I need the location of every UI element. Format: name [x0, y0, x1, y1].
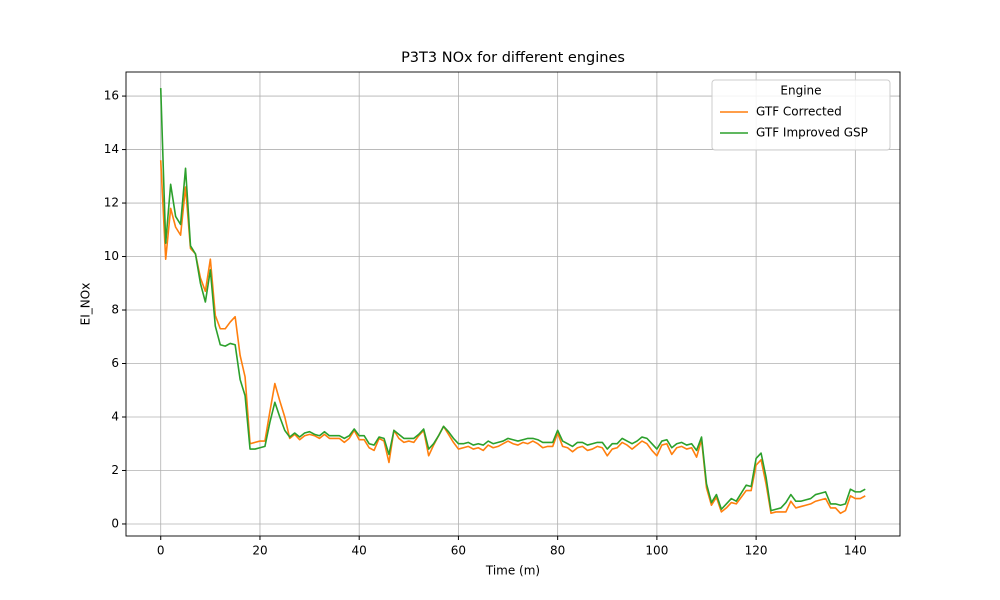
y-tick-label: 12 — [104, 196, 119, 210]
y-tick-label: 6 — [111, 356, 119, 370]
line — [159, 88, 866, 512]
plot-frame — [125, 71, 901, 537]
x-tick-label: 100 — [645, 544, 668, 558]
y-tick-label: 14 — [104, 142, 119, 156]
x-tick-label: 120 — [745, 544, 768, 558]
y-axis-label: EI_NOx — [79, 283, 93, 326]
chart-title: P3T3 NOx for different engines — [401, 50, 625, 66]
x-tick-label: 140 — [844, 544, 867, 558]
legend-label: GTF Corrected — [756, 105, 842, 119]
x-tick-label: 80 — [550, 544, 565, 558]
x-axis-label: Time (m) — [485, 564, 540, 578]
y-tick-label: 10 — [104, 249, 119, 263]
legend-box — [711, 79, 891, 151]
legend-label: GTF Improved GSP — [756, 126, 868, 140]
x-tick-label: 0 — [157, 544, 165, 558]
legend-title: Engine — [780, 84, 821, 98]
line — [159, 160, 866, 515]
x-tick-label: 40 — [352, 544, 367, 558]
y-tick-label: 8 — [111, 303, 119, 317]
x-tick-label: 20 — [252, 544, 267, 558]
y-tick-label: 4 — [111, 409, 119, 423]
y-tick-label: 0 — [111, 516, 119, 530]
x-tick-label: 60 — [451, 544, 466, 558]
y-tick-label: 16 — [104, 89, 119, 103]
y-tick-label: 2 — [111, 463, 119, 477]
